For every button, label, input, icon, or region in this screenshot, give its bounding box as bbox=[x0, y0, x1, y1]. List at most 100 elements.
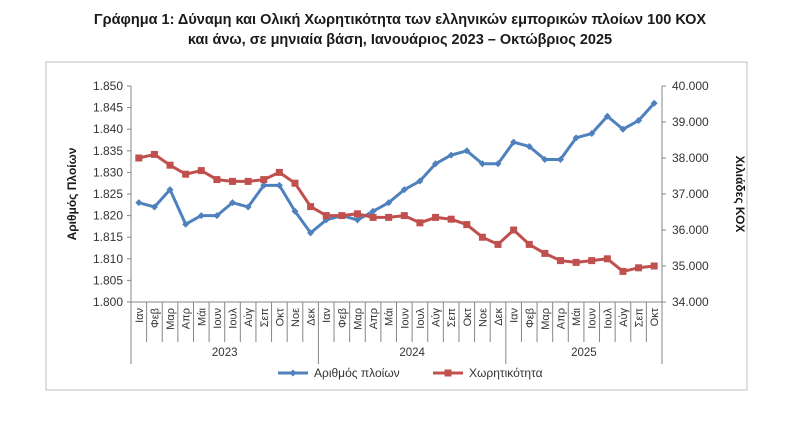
data-point bbox=[494, 160, 502, 168]
category-label: Νοε bbox=[477, 308, 489, 327]
data-point bbox=[197, 212, 205, 220]
data-point bbox=[588, 257, 596, 265]
data-point bbox=[525, 142, 533, 150]
data-point bbox=[244, 177, 252, 185]
right-tick-label: 40.000 bbox=[672, 79, 709, 93]
left-tick-label: 1.810 bbox=[93, 252, 123, 266]
chart-title-line-1: Γράφημα 1: Δύναμη και Ολική Χωρητικότητα… bbox=[93, 12, 707, 28]
data-point bbox=[135, 199, 143, 207]
data-point bbox=[166, 161, 174, 169]
data-point bbox=[416, 177, 424, 185]
category-label: Οκτ bbox=[649, 307, 661, 326]
data-point bbox=[510, 226, 518, 234]
category-label: Φεβ bbox=[337, 308, 349, 328]
category-label: Φεβ bbox=[524, 308, 536, 328]
data-point bbox=[307, 203, 315, 211]
right-tick-label: 35.000 bbox=[672, 259, 709, 273]
category-label: Μαρ bbox=[540, 308, 552, 330]
category-label: Ιαν bbox=[509, 308, 521, 323]
legend-label: Αριθμός πλοίων bbox=[314, 366, 400, 380]
category-label: Σεπ bbox=[446, 308, 458, 328]
data-point bbox=[556, 155, 564, 163]
data-point bbox=[619, 267, 627, 275]
data-point bbox=[213, 176, 221, 184]
legend-marker bbox=[444, 369, 452, 377]
category-label: Μαρ bbox=[352, 308, 364, 330]
right-tick-label: 39.000 bbox=[672, 115, 709, 129]
category-label: Ιουν bbox=[587, 308, 599, 329]
category-label: Αύγ bbox=[243, 308, 255, 327]
category-label: Νοε bbox=[290, 308, 302, 327]
data-point bbox=[400, 212, 408, 220]
data-point bbox=[385, 199, 393, 207]
data-point bbox=[353, 216, 361, 224]
data-point bbox=[478, 160, 486, 168]
series-line bbox=[138, 102, 656, 235]
data-point bbox=[478, 233, 486, 241]
data-point bbox=[229, 199, 237, 207]
left-tick-label: 1.845 bbox=[93, 101, 123, 115]
data-point bbox=[432, 160, 440, 168]
series-line bbox=[138, 152, 655, 273]
category-label: Δεκ bbox=[493, 308, 505, 326]
data-point bbox=[541, 155, 549, 163]
chart-area-border bbox=[45, 61, 748, 391]
category-label: Μάι bbox=[384, 307, 396, 326]
category-label: Μαρ bbox=[165, 308, 177, 330]
data-point bbox=[275, 181, 283, 189]
category-label: Σεπ bbox=[259, 308, 271, 328]
year-label: 2023 bbox=[212, 347, 238, 359]
data-point bbox=[510, 138, 518, 146]
data-point bbox=[447, 151, 455, 159]
data-point bbox=[635, 117, 643, 125]
left-tick-label: 1.835 bbox=[93, 144, 123, 158]
category-label: Απρ bbox=[368, 308, 380, 329]
data-point bbox=[556, 257, 564, 265]
category-label: Οκτ bbox=[274, 307, 286, 326]
data-point bbox=[494, 240, 502, 248]
category-label: Ιαν bbox=[134, 308, 146, 323]
data-point bbox=[213, 212, 221, 220]
data-point bbox=[650, 262, 658, 270]
data-point bbox=[619, 125, 627, 133]
category-label: Σεπ bbox=[634, 308, 646, 328]
data-point bbox=[541, 249, 549, 257]
category-label: Ιουλ bbox=[228, 308, 240, 329]
left-tick-label: 1.830 bbox=[93, 165, 123, 179]
data-point bbox=[150, 203, 158, 211]
left-tick-label: 1.800 bbox=[93, 295, 123, 309]
data-point bbox=[244, 203, 252, 211]
data-point bbox=[353, 210, 361, 218]
category-label: Ιουλ bbox=[602, 308, 614, 329]
category-label: Αύγ bbox=[431, 308, 443, 327]
category-label: Μάι bbox=[196, 307, 208, 326]
data-point bbox=[150, 150, 158, 158]
data-point bbox=[197, 167, 205, 175]
data-point bbox=[603, 112, 611, 120]
category-label: Δεκ bbox=[306, 308, 318, 326]
data-point bbox=[260, 181, 268, 189]
left-tick-label: 1.805 bbox=[93, 273, 123, 287]
data-point bbox=[182, 220, 190, 228]
data-point bbox=[432, 213, 440, 221]
category-label: Φεβ bbox=[149, 308, 161, 328]
category-label: Ιουν bbox=[212, 308, 224, 329]
data-point bbox=[572, 258, 580, 266]
data-point bbox=[369, 207, 377, 215]
year-label: 2024 bbox=[399, 347, 425, 359]
legend: Αριθμός πλοίων Χωρητικότητα bbox=[278, 366, 543, 380]
category-label: Αύγ bbox=[618, 308, 630, 327]
right-tick-label: 36.000 bbox=[672, 223, 709, 237]
data-point bbox=[525, 240, 533, 248]
category-label: Ιουλ bbox=[415, 308, 427, 329]
chart-title: Γράφημα 1: Δύναμη και Ολική Χωρητικότητα… bbox=[0, 10, 800, 50]
y-axis-title: Αριθμός Πλοίων bbox=[65, 147, 79, 240]
data-point bbox=[447, 215, 455, 223]
left-tick-label: 1.840 bbox=[93, 122, 123, 136]
category-label: Ιουν bbox=[399, 308, 411, 329]
right-tick-label: 38.000 bbox=[672, 151, 709, 165]
category-label: Μάι bbox=[571, 307, 583, 326]
data-point bbox=[322, 212, 330, 220]
series-lines bbox=[135, 99, 658, 275]
